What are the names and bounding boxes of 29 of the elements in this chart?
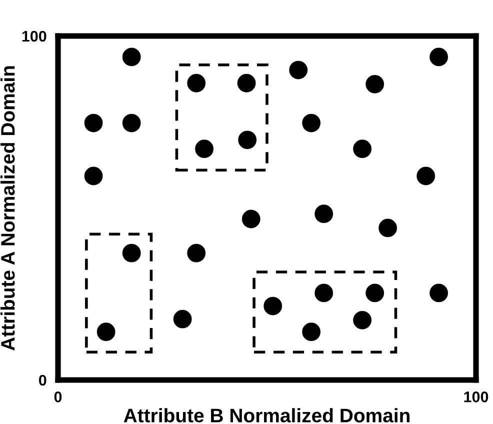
point <box>430 48 448 66</box>
point <box>416 166 436 186</box>
point <box>366 74 384 94</box>
point <box>122 48 141 66</box>
point <box>84 114 103 132</box>
y-axis-title: Attribute A Normalized Domain <box>0 66 15 350</box>
point <box>289 60 308 80</box>
point <box>378 218 397 238</box>
point <box>242 210 260 228</box>
point <box>195 140 214 158</box>
point <box>187 74 206 92</box>
point <box>366 284 384 302</box>
point <box>173 310 192 328</box>
point <box>96 322 116 342</box>
point <box>302 322 321 342</box>
point <box>238 130 257 150</box>
point <box>122 114 141 132</box>
point <box>187 244 206 262</box>
point <box>264 296 282 316</box>
point <box>237 74 256 92</box>
point <box>430 284 448 302</box>
point <box>84 166 103 186</box>
point <box>314 204 334 224</box>
x-axis-title: Attribute B Normalized Domain <box>124 408 410 422</box>
point <box>353 310 372 330</box>
point <box>302 114 321 132</box>
point <box>314 284 334 302</box>
point <box>122 244 141 262</box>
point <box>353 140 372 158</box>
